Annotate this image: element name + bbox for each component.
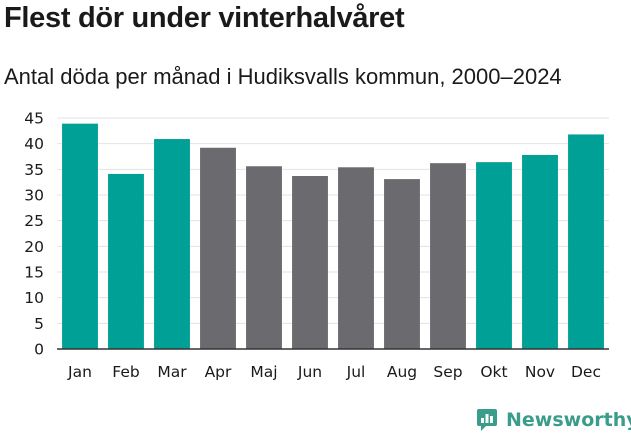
y-tick-label: 25 [24,212,44,230]
bar-chart: 0 5 10 15 20 25 30 35 40 45 Jan Feb Mar Apr Maj Jun Jul A… [24,110,609,381]
x-tick-label-feb: Feb [112,363,139,381]
y-tick-label: 35 [24,161,44,179]
newsworthy-logo[interactable]: Newsworthy [476,408,631,432]
y-tick-label: 45 [24,110,44,128]
bar-jan[interactable] [62,123,98,350]
gridlines [57,117,609,324]
x-tick-label-jun: Jun [297,363,322,381]
x-tick-label-maj: Maj [250,363,277,381]
x-tick-label-dec: Dec [571,363,601,381]
x-tick-label-apr: Apr [205,363,232,381]
bar-feb[interactable] [108,173,144,349]
x-tick-label-okt: Okt [480,363,507,381]
x-tick-label-sep: Sep [433,363,462,381]
brand-name: Newsworthy [506,409,631,431]
y-tick-label: 40 [24,135,44,153]
y-tick-label: 5 [34,315,44,333]
x-tick-label-mar: Mar [157,363,187,381]
axes: 0 5 10 15 20 25 30 35 40 45 Jan Feb Mar Apr Maj Jun Jul A… [24,110,609,381]
y-tick-label: 20 [24,238,44,256]
bar-nov[interactable] [522,154,558,349]
y-tick-label: 15 [24,264,44,282]
y-tick-label: 30 [24,187,44,205]
bar-mar[interactable] [154,139,190,349]
chart-subtitle: Antal döda per månad i Hudiksvalls kommu… [4,64,562,89]
bar-apr[interactable] [200,147,236,349]
bars [62,123,604,350]
bar-aug[interactable] [384,179,420,349]
bar-dec[interactable] [568,134,604,349]
bar-sep[interactable] [430,163,466,349]
x-tick-label-nov: Nov [525,363,555,381]
x-tick-label-jan: Jan [67,363,92,381]
bar-jun[interactable] [292,176,328,349]
bar-jul[interactable] [338,167,374,349]
newsworthy-logo-icon [477,409,497,431]
chart-title: Flest dör under vinterhalvåret [4,2,405,34]
bar-maj[interactable] [246,166,282,349]
x-tick-label-jul: Jul [346,363,366,381]
y-tick-label: 10 [24,289,44,307]
bar-okt[interactable] [476,162,512,349]
x-tick-label-aug: Aug [387,363,417,381]
y-tick-label: 0 [34,341,44,359]
